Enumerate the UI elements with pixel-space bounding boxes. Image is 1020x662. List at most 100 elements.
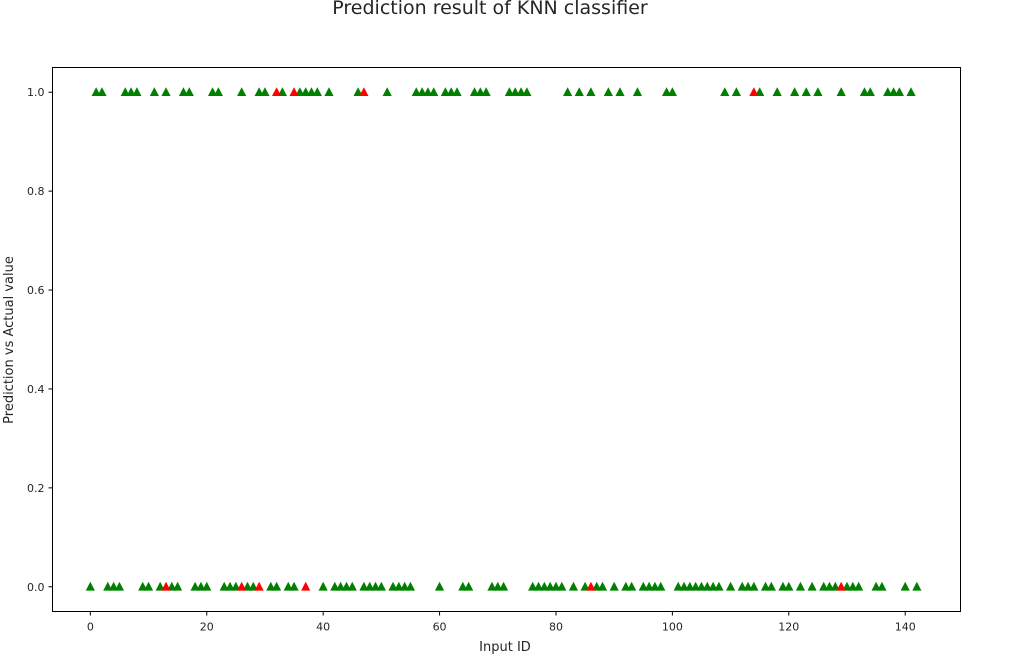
- actual-point: [266, 581, 276, 591]
- actual-point: [143, 581, 154, 591]
- actual-point: [778, 581, 788, 591]
- actual-point: [714, 581, 724, 591]
- actual-point: [318, 581, 328, 591]
- actual-point: [516, 87, 526, 97]
- actual-point: [801, 87, 811, 97]
- actual-point: [382, 87, 392, 97]
- actual-point: [97, 87, 107, 97]
- actual-point: [493, 581, 503, 591]
- actual-point: [190, 581, 200, 591]
- actual-point: [301, 87, 311, 97]
- actual-point: [306, 87, 317, 97]
- actual-point: [807, 581, 817, 591]
- actual-point: [312, 87, 322, 97]
- actual-point: [248, 581, 258, 591]
- actual-point: [365, 581, 375, 591]
- actual-point: [912, 581, 922, 591]
- actual-point: [155, 581, 165, 591]
- actual-point: [603, 87, 613, 97]
- y-tick-label: 0.6: [27, 284, 45, 297]
- actual-point: [231, 581, 241, 591]
- actual-point: [551, 581, 561, 591]
- x-tick-label: 0: [87, 621, 94, 634]
- actual-point: [737, 581, 747, 591]
- actual-point: [207, 87, 218, 97]
- x-tick-label: 100: [662, 621, 683, 634]
- actual-point: [877, 581, 887, 591]
- actual-point: [458, 581, 468, 591]
- x-axis: 0 20 40 60 80 100 120 140: [87, 611, 916, 634]
- actual-point: [347, 581, 357, 591]
- actual-point: [184, 87, 194, 97]
- actual-point: [772, 87, 782, 97]
- actual-point: [452, 87, 462, 97]
- prediction-point: [586, 581, 596, 591]
- actual-point: [848, 581, 858, 591]
- actual-point: [522, 87, 532, 97]
- actual-point: [330, 581, 340, 591]
- actual-point: [283, 581, 293, 591]
- chart-title: Prediction result of KNN classifier: [332, 0, 648, 19]
- prediction-point: [301, 581, 311, 591]
- prediction-point: [749, 87, 759, 97]
- actual-point: [411, 87, 421, 97]
- x-tick-label: 140: [895, 621, 916, 634]
- actual-point: [539, 581, 549, 591]
- actual-point: [388, 581, 398, 591]
- actual-point: [149, 87, 159, 97]
- x-axis-label: Input ID: [479, 640, 531, 655]
- actual-point: [592, 581, 602, 591]
- prediction-point: [237, 581, 247, 591]
- actual-point: [469, 87, 480, 97]
- actual-point: [557, 581, 567, 591]
- actual-point: [638, 581, 648, 591]
- actual-point: [574, 87, 584, 97]
- actual-point: [260, 87, 270, 97]
- actual-point: [109, 581, 119, 591]
- actual-point: [446, 87, 456, 97]
- actual-point: [586, 87, 596, 97]
- plot-frame: [52, 67, 961, 612]
- actual-point: [900, 581, 910, 591]
- actual-point: [213, 87, 223, 97]
- actual-point: [475, 87, 485, 97]
- prediction-point: [161, 581, 171, 591]
- actual-point: [464, 581, 474, 591]
- actual-point: [580, 581, 590, 591]
- actual-point: [178, 87, 189, 97]
- prediction-point: [836, 581, 846, 591]
- actual-point: [219, 581, 229, 591]
- actual-point: [353, 87, 363, 97]
- actual-point: [842, 581, 852, 591]
- actual-point: [854, 581, 864, 591]
- actual-point: [533, 581, 544, 591]
- actual-point: [510, 87, 520, 97]
- x-tick-label: 120: [778, 621, 799, 634]
- actual-point: [627, 581, 637, 591]
- actual-point: [865, 87, 875, 97]
- actual-point: [498, 581, 509, 591]
- y-tick-label: 0.2: [27, 482, 45, 495]
- actual-point: [487, 581, 497, 591]
- actual-point: [824, 581, 835, 591]
- actual-point: [417, 87, 427, 97]
- actual-point: [429, 87, 439, 97]
- actual-point: [91, 87, 101, 97]
- actual-point: [103, 581, 113, 591]
- actual-point: [394, 581, 404, 591]
- y-axis: 0.0 0.2 0.4 0.6 0.8 1.0: [27, 86, 53, 594]
- x-tick-label: 20: [200, 621, 214, 634]
- actual-point: [126, 87, 136, 97]
- actual-point: [545, 581, 555, 591]
- x-tick-label: 40: [316, 621, 330, 634]
- actual-point: [609, 581, 619, 591]
- actual-point: [504, 87, 515, 97]
- actual-point: [906, 87, 916, 97]
- actual-point: [173, 581, 183, 591]
- actual-point: [359, 581, 369, 591]
- actual-point: [242, 581, 253, 591]
- prediction-point: [271, 87, 282, 97]
- actual-point: [370, 581, 381, 591]
- actual-point: [400, 581, 410, 591]
